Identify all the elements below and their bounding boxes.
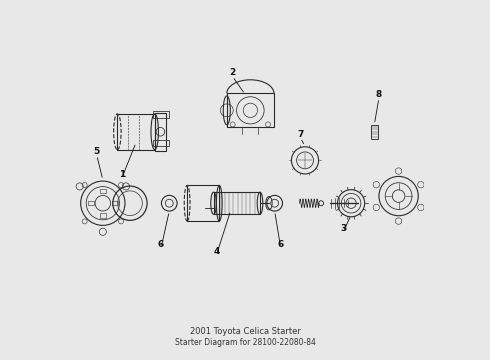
Bar: [153, 140, 169, 146]
Text: Starter Diagram for 28100-22080-84: Starter Diagram for 28100-22080-84: [174, 338, 316, 347]
Text: 6: 6: [278, 240, 284, 249]
Text: 8: 8: [376, 90, 382, 99]
Bar: [112, 201, 118, 205]
Text: 2: 2: [229, 68, 236, 77]
Bar: [100, 189, 106, 193]
Text: 7: 7: [297, 130, 304, 139]
Bar: [371, 125, 377, 139]
Text: 5: 5: [94, 147, 100, 156]
Bar: [153, 111, 169, 117]
Text: 3: 3: [340, 224, 346, 233]
Text: 6: 6: [158, 240, 164, 249]
Text: 2001 Toyota Celica Starter: 2001 Toyota Celica Starter: [190, 327, 300, 336]
Bar: [118, 114, 155, 150]
Text: 1: 1: [119, 170, 125, 179]
Bar: [187, 185, 220, 221]
Bar: [155, 113, 166, 150]
Bar: [100, 213, 106, 217]
Bar: [214, 192, 260, 214]
Text: 4: 4: [213, 247, 220, 256]
Bar: [88, 201, 94, 205]
